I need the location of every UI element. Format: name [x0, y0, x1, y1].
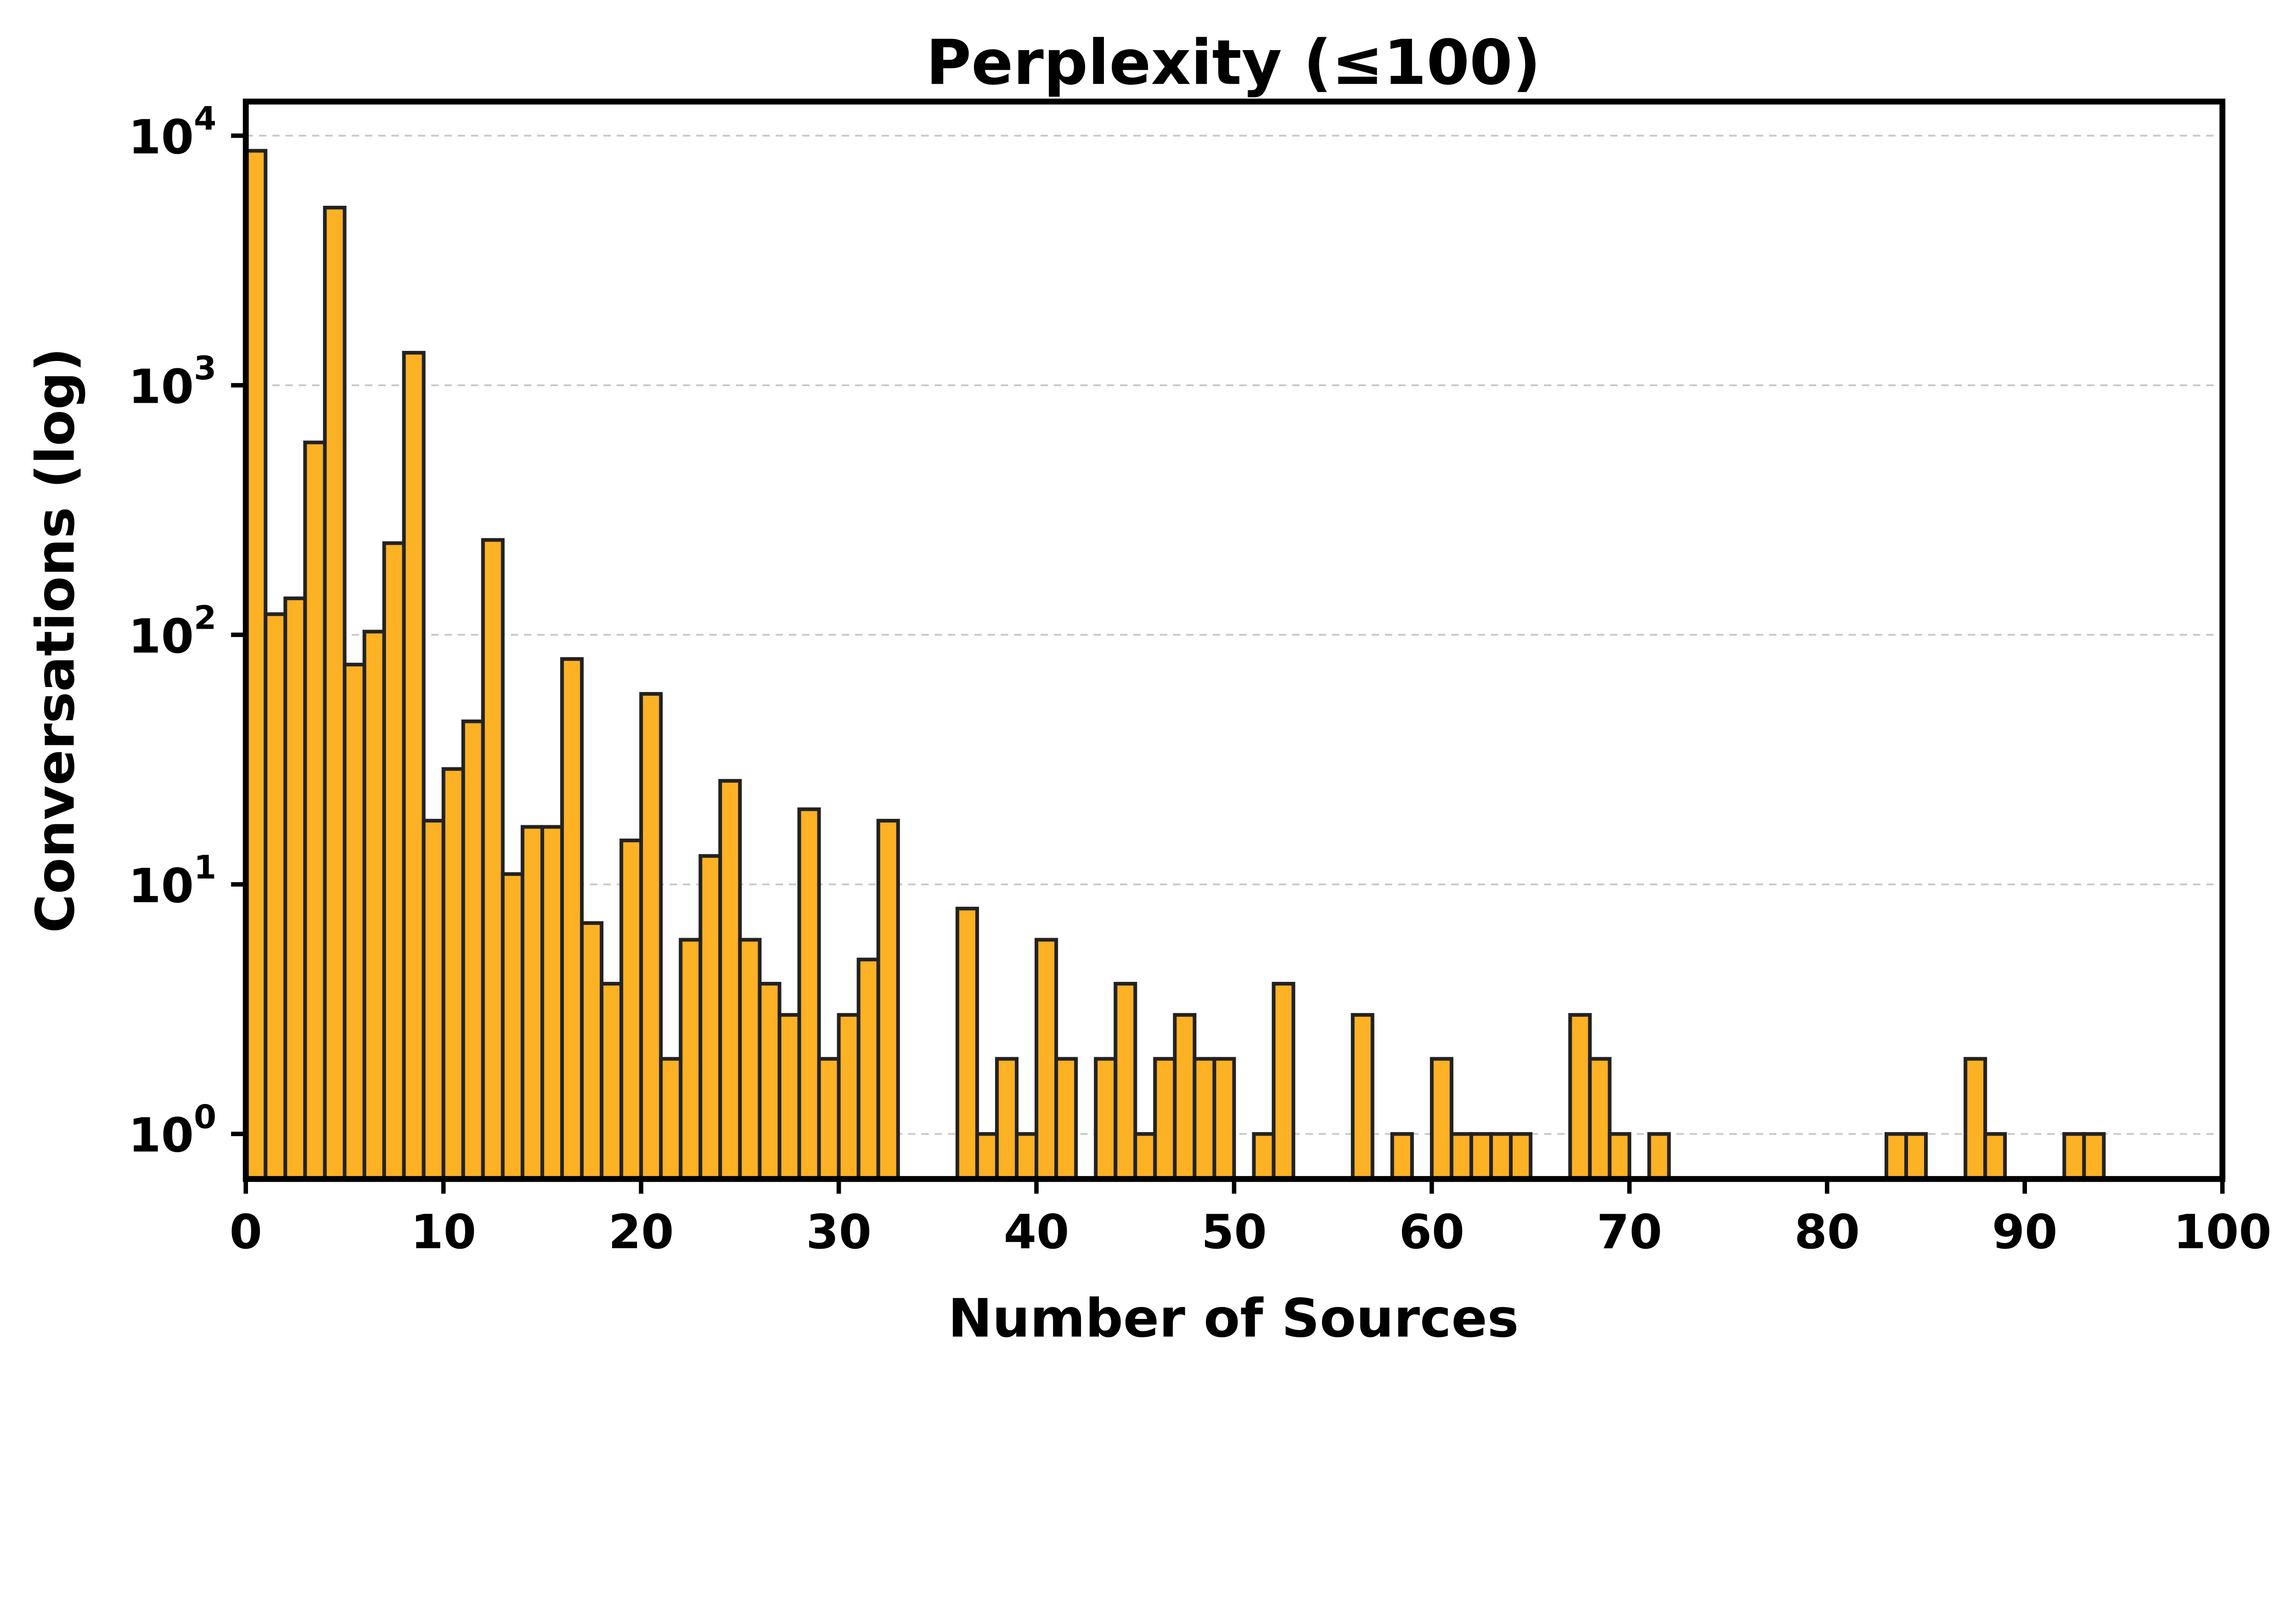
histogram-bar [600, 982, 624, 1181]
histogram-bar [698, 854, 722, 1181]
x-tick-label: 100 [2173, 1205, 2272, 1260]
histogram-bar [797, 807, 821, 1181]
histogram-bar [264, 612, 287, 1181]
histogram-bar [1608, 1132, 1632, 1181]
histogram-bar [2062, 1132, 2086, 1181]
histogram-bar [303, 440, 327, 1181]
x-tick-label: 20 [608, 1205, 674, 1260]
histogram-bar [975, 1132, 999, 1181]
x-tick-label: 10 [411, 1205, 476, 1260]
histogram-bar [1449, 1132, 1474, 1181]
histogram-bar [1094, 1057, 1118, 1181]
x-tick-label: 60 [1399, 1205, 1465, 1260]
histogram-bar [1212, 1057, 1236, 1181]
histogram-bar [422, 819, 445, 1181]
histogram-bar [738, 938, 762, 1181]
histogram-bar [856, 957, 880, 1181]
y-axis-label: Conversations (log) [25, 348, 86, 933]
x-tick-label: 30 [806, 1205, 872, 1260]
histogram-bar [1647, 1132, 1671, 1181]
x-tick-label: 80 [1794, 1205, 1860, 1260]
histogram-bar [501, 872, 524, 1181]
histogram-bar [619, 839, 643, 1181]
histogram-chart: Perplexity (≤100) 0 10 20 30 40 50 60 70 80 90 100… [25, 27, 2272, 1350]
histogram-bar [540, 825, 564, 1181]
histogram-bar [1114, 982, 1137, 1181]
histogram-bar [244, 149, 268, 1181]
histogram-bar [1035, 938, 1058, 1181]
y-tick-label: 104 [128, 100, 216, 165]
histogram-bar [1193, 1057, 1216, 1181]
histogram-bar [1429, 1057, 1453, 1181]
histogram-bar [441, 767, 465, 1181]
histogram-bar [323, 206, 347, 1181]
y-tick-label: 100 [128, 1098, 216, 1163]
x-tick-label: 90 [1992, 1205, 2058, 1260]
histogram-bar [1015, 1132, 1039, 1181]
histogram-bar [837, 1013, 861, 1181]
histogram-bar [1390, 1132, 1414, 1181]
histogram-bar [718, 779, 742, 1181]
histogram-bar [1054, 1057, 1078, 1181]
x-tick-label: 0 [230, 1205, 262, 1260]
histogram-bar [758, 982, 782, 1181]
histogram-bar [639, 692, 663, 1181]
histogram-bar [1884, 1132, 1908, 1181]
histogram-bar [955, 907, 979, 1181]
histogram-bar [382, 541, 406, 1181]
histogram-bar [679, 938, 703, 1181]
histogram-bar [1568, 1013, 1592, 1181]
histogram-bar [1173, 1013, 1197, 1181]
histogram-bar [1509, 1132, 1533, 1181]
x-axis-label: Number of Sources [948, 1288, 1519, 1349]
histogram-bar [1252, 1132, 1276, 1181]
histogram-bar [343, 663, 366, 1181]
histogram-bar [1469, 1132, 1493, 1181]
x-tick-label: 70 [1597, 1205, 1662, 1260]
histogram-bar [817, 1057, 841, 1181]
histogram-bar [560, 657, 584, 1181]
histogram-bar [876, 819, 900, 1181]
histogram-bar [580, 921, 604, 1181]
histogram-bar [1489, 1132, 1513, 1181]
histogram-bar [995, 1057, 1019, 1181]
x-tick-label: 50 [1201, 1205, 1267, 1260]
histogram-bar [1153, 1057, 1177, 1181]
histogram-bar [1588, 1057, 1612, 1181]
histogram-bar [481, 538, 505, 1181]
y-tick-label: 101 [128, 849, 216, 913]
y-tick-label: 103 [128, 349, 216, 414]
histogram-bar [777, 1013, 801, 1181]
histogram-bar [1904, 1132, 1928, 1181]
histogram-bar [2082, 1132, 2106, 1181]
histogram-bar [659, 1057, 683, 1181]
histogram-bar [402, 351, 426, 1181]
y-tick-label: 102 [128, 599, 216, 664]
histogram-bar [1133, 1132, 1157, 1181]
histogram-bar [520, 825, 544, 1181]
histogram-bar [1351, 1013, 1374, 1181]
histogram-bar [1983, 1132, 2007, 1181]
histogram-bar [1964, 1057, 1987, 1181]
x-tick-label: 40 [1004, 1205, 1069, 1260]
histogram-bar [362, 630, 386, 1181]
histogram-bar [283, 596, 307, 1181]
chart-title: Perplexity (≤100) [926, 27, 1541, 99]
histogram-bar [1272, 982, 1295, 1181]
histogram-bar [461, 719, 485, 1181]
